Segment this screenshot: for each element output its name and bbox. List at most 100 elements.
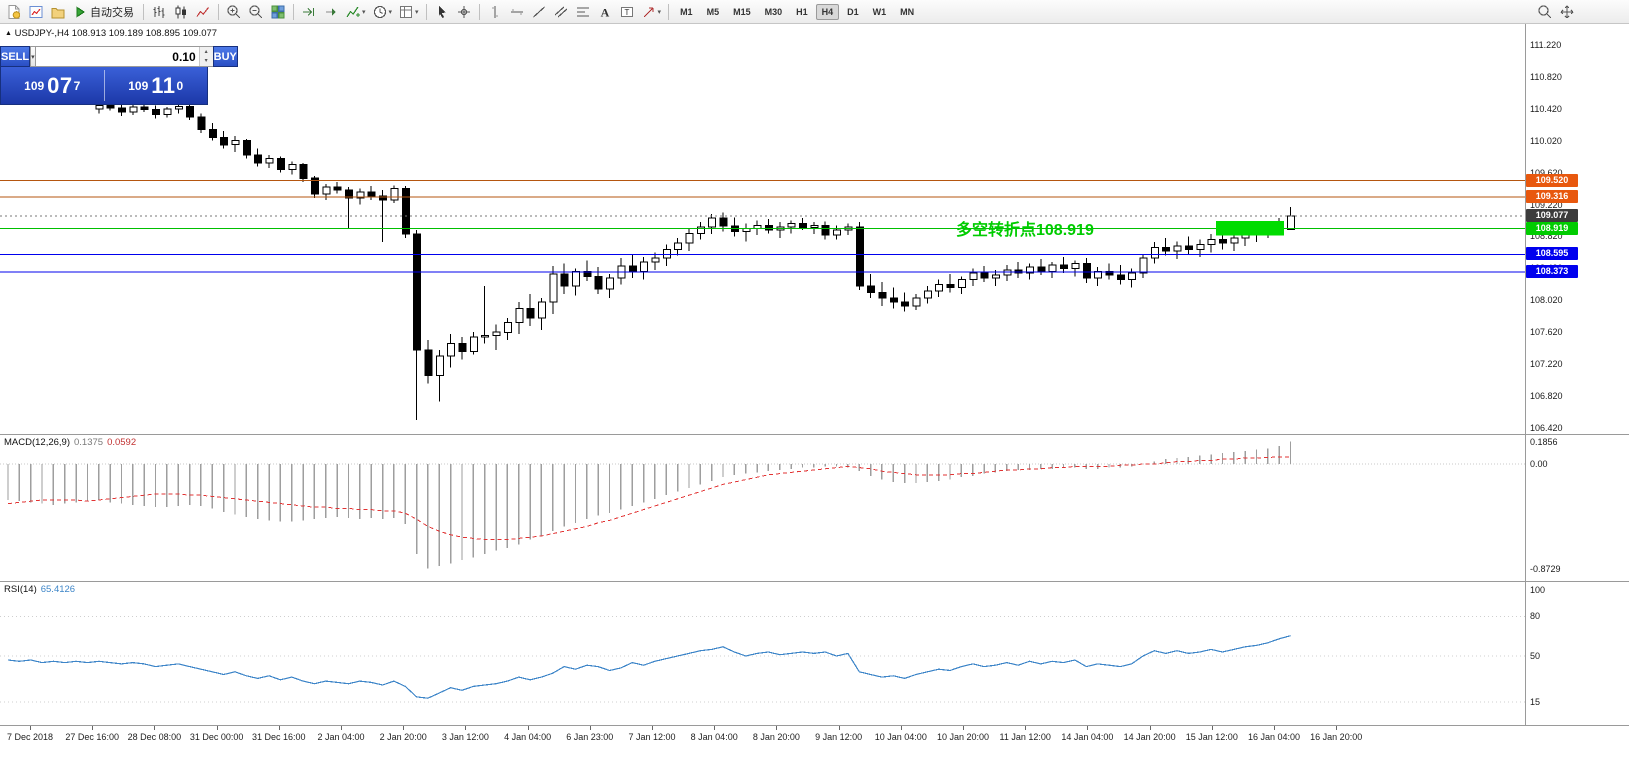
candle-body: [1184, 245, 1193, 250]
text-label-button[interactable]: T: [616, 2, 638, 22]
fibonacci-icon: [575, 4, 591, 20]
volume-input[interactable]: [35, 47, 199, 66]
candle-body: [299, 164, 308, 179]
candle-body: [787, 223, 796, 228]
indicators-button[interactable]: ▾: [342, 2, 369, 22]
candle-body: [1139, 257, 1148, 274]
text-button[interactable]: A: [594, 2, 616, 22]
chart-window-button[interactable]: [25, 2, 47, 22]
arrow-tools-icon: [641, 4, 657, 20]
periods-button[interactable]: ▾: [369, 2, 396, 22]
sell-button[interactable]: SELL: [0, 46, 31, 67]
time-tick: [527, 726, 529, 730]
chart-symbol: USDJPY-,H4: [14, 28, 70, 39]
rsi-chart[interactable]: [0, 581, 1525, 725]
trade-dropdown-button[interactable]: ▾: [30, 46, 36, 67]
pan-button[interactable]: [1556, 2, 1578, 22]
shift-end-button[interactable]: [298, 2, 320, 22]
time-axis-label: 31 Dec 16:00: [252, 732, 306, 742]
price-line-badge[interactable]: 108.595: [1526, 247, 1578, 261]
candle-body: [345, 189, 353, 199]
macd-chart[interactable]: [0, 434, 1525, 581]
zoom-in-button[interactable]: [223, 2, 245, 22]
tile-windows-button[interactable]: [267, 2, 289, 22]
timeframe-w1-button[interactable]: W1: [867, 4, 893, 20]
rsi-tick-label: 80: [1530, 611, 1541, 622]
autotrade-button[interactable]: 自动交易: [69, 2, 139, 22]
candle-body: [447, 342, 456, 357]
candle-body: [140, 106, 149, 111]
macd-tick-label: 0.1856: [1530, 436, 1558, 447]
timeframe-mn-button[interactable]: MN: [894, 4, 920, 20]
time-tick: [963, 726, 964, 730]
timeframe-m1-button[interactable]: M1: [674, 4, 699, 20]
fibonacci-button[interactable]: [572, 2, 594, 22]
price-line-badge[interactable]: 109.520: [1526, 173, 1578, 187]
volume-down-button[interactable]: ▾: [199, 56, 213, 66]
candle-body: [855, 226, 864, 287]
candle-body: [969, 272, 978, 281]
templates-button[interactable]: ▾: [395, 2, 422, 22]
candle-body: [1173, 245, 1182, 252]
candle-body: [764, 224, 773, 231]
price-tick-label: 107.220: [1530, 359, 1563, 370]
buy-price-pips: 11: [151, 72, 176, 98]
new-order-button[interactable]: [3, 2, 25, 22]
horizontal-line-button[interactable]: [506, 2, 528, 22]
trendline-icon: [531, 4, 547, 20]
time-tick: [900, 726, 902, 730]
timeframe-m30-button[interactable]: M30: [759, 4, 789, 20]
candle-body: [1048, 264, 1057, 273]
candle-body: [231, 140, 240, 146]
rsi-tick-label: 15: [1530, 697, 1541, 708]
buy-button[interactable]: BUY: [212, 46, 238, 67]
zoom-out-button[interactable]: [245, 2, 267, 22]
channel-button[interactable]: [550, 2, 572, 22]
macd-tick-label: 0.00: [1530, 459, 1548, 469]
cursor-button[interactable]: [431, 2, 453, 22]
price-line-badge[interactable]: 108.373: [1526, 265, 1578, 279]
volume-up-button[interactable]: ▴: [199, 47, 213, 57]
timeframe-h4-button[interactable]: H4: [815, 3, 840, 20]
auto-scroll-button[interactable]: [320, 2, 342, 22]
candlestick-button[interactable]: [170, 2, 192, 22]
candle-body: [515, 307, 524, 324]
timeframe-m5-button[interactable]: M5: [701, 4, 726, 20]
price-line-badge[interactable]: 109.316: [1526, 189, 1578, 203]
line-chart-button[interactable]: [192, 2, 214, 22]
time-axis-label: 10 Jan 20:00: [936, 732, 990, 742]
highlight-rectangle[interactable]: [1216, 221, 1284, 236]
crosshair-button[interactable]: [453, 2, 475, 22]
candle-body: [935, 283, 944, 292]
volume-box: ▴ ▾: [35, 46, 213, 67]
bar-chart-button[interactable]: [148, 2, 170, 22]
price-tick-label: 106.820: [1530, 391, 1563, 402]
price-axis[interactable]: 111.220 110.820 110.420 110.020 109.620 109.2…: [1525, 24, 1629, 725]
chevron-down-icon: ▾: [415, 8, 419, 16]
timeframe-d1-button[interactable]: D1: [841, 4, 865, 20]
time-axis-label: 7 Dec 2018: [6, 732, 54, 742]
price-line-badge[interactable]: 109.077: [1526, 208, 1578, 222]
pivot-annotation[interactable]: 多空转折点108.919: [956, 220, 1094, 239]
arrow-tools-button[interactable]: ▾: [638, 2, 665, 22]
time-tick: [341, 726, 342, 730]
search-button[interactable]: [1534, 2, 1556, 22]
timeframe-m15-button[interactable]: M15: [727, 4, 757, 20]
candle-body: [1219, 239, 1227, 244]
time-axis-label: 31 Dec 00:00: [189, 732, 244, 742]
vertical-line-button[interactable]: [484, 2, 506, 22]
price-chart[interactable]: 多空转折点108.919: [0, 24, 1525, 434]
crosshair-icon: [456, 4, 472, 20]
candle-body: [810, 224, 819, 229]
candle-body: [821, 224, 830, 236]
candle-body: [1014, 269, 1023, 274]
candlestick-icon: [173, 4, 189, 20]
main-chart-panel: 多空转折点108.919 ▲ USDJPY-,H4 108.913 109.18…: [0, 24, 1525, 434]
profiles-button[interactable]: [47, 2, 69, 22]
sell-price[interactable]: 109 07 7: [1, 67, 104, 104]
trendline-button[interactable]: [528, 2, 550, 22]
timeframe-h1-button[interactable]: H1: [790, 4, 814, 20]
price-line-badge[interactable]: 108.919: [1526, 221, 1578, 235]
buy-price[interactable]: 109 11 0: [105, 67, 208, 104]
